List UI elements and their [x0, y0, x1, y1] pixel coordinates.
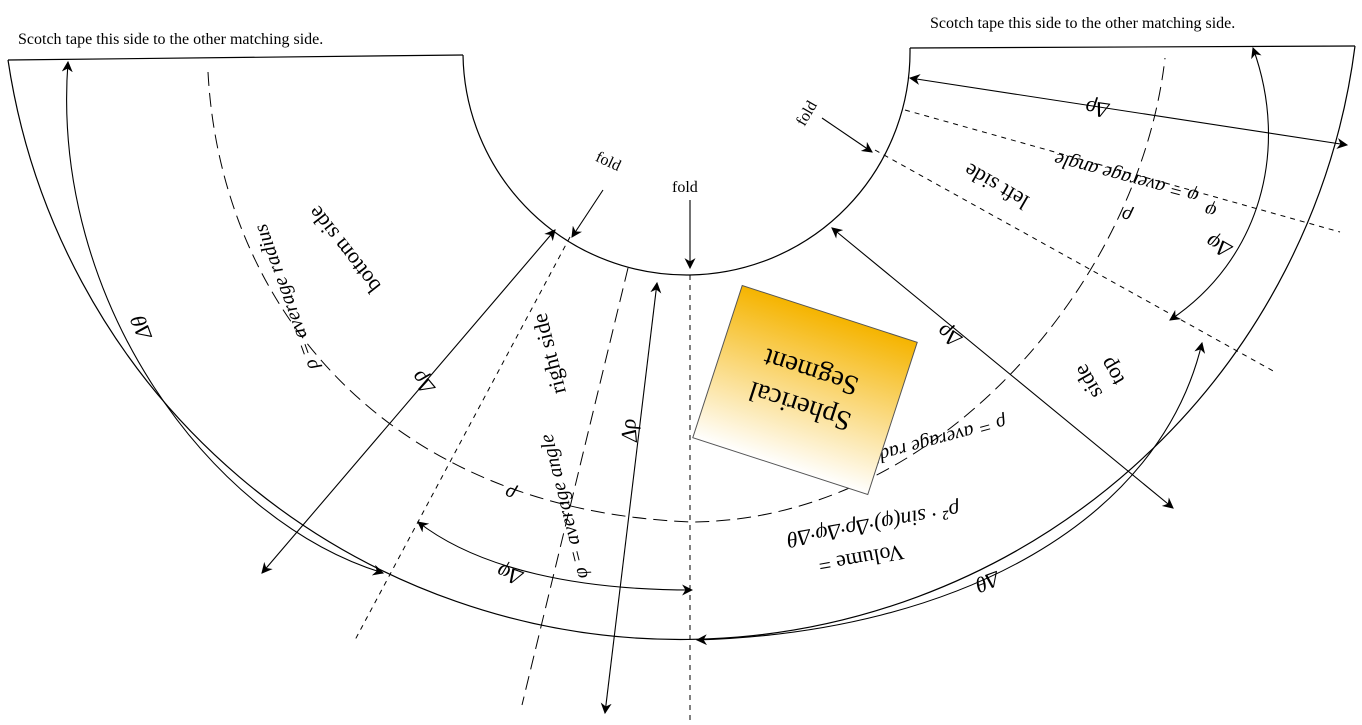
fold-label-1: fold — [593, 149, 624, 175]
delta-theta-arrow-left — [61, 60, 385, 576]
delta-phi-label-bottom: Δφ — [493, 559, 526, 591]
average-radius-label-bottom: ρ = average radius — [250, 221, 324, 374]
right-side-label: right side — [527, 311, 571, 397]
inner-arc — [462, 47, 911, 276]
delta-rho-arrow-left — [261, 229, 556, 574]
delta-rho-arrow-right — [831, 227, 1174, 509]
delta-rho-label-center: Δρ — [615, 418, 642, 445]
fold-pointer-1 — [571, 189, 604, 238]
delta-phi-arrow-bottom — [417, 521, 694, 596]
fold-pointer-3 — [821, 117, 873, 153]
left-side-label: left side — [960, 158, 1033, 215]
phi-label-right: φ — [1202, 199, 1218, 223]
fold-label-2: fold — [672, 179, 698, 196]
delta-rho-label-right: Δρ — [932, 319, 966, 354]
delta-theta-arrow-bottom — [695, 341, 1206, 646]
rho-label-right: ρ — [1119, 204, 1135, 228]
bottom-side-label: bottom side — [302, 201, 385, 298]
delta-rho-arrow-top — [908, 74, 1349, 149]
rho-label-bottom: ρ — [502, 482, 519, 506]
delta-rho-label-top: Δρ — [1084, 95, 1112, 123]
fold-line-right-mid — [874, 149, 1276, 373]
delta-phi-arrow-right — [1169, 46, 1269, 321]
right-tape-edge — [909, 45, 1356, 49]
fold-label-3: fold — [793, 98, 821, 129]
outer-arc — [7, 45, 1356, 641]
average-angle-label-right: φ = average angle — [536, 432, 593, 581]
left-tape-edge — [7, 54, 464, 61]
average-radius-arc — [207, 57, 1166, 523]
delta-rho-arrow-center — [600, 281, 662, 715]
title-box: Spherical Segment — [692, 284, 918, 496]
tape-note-right: Scotch tape this side to the other match… — [930, 15, 1235, 32]
delta-theta-label-left: Δθ — [125, 312, 157, 344]
tape-note-left: Scotch tape this side to the other match… — [18, 31, 323, 48]
delta-theta-label-bottom: Δθ — [972, 566, 1004, 598]
